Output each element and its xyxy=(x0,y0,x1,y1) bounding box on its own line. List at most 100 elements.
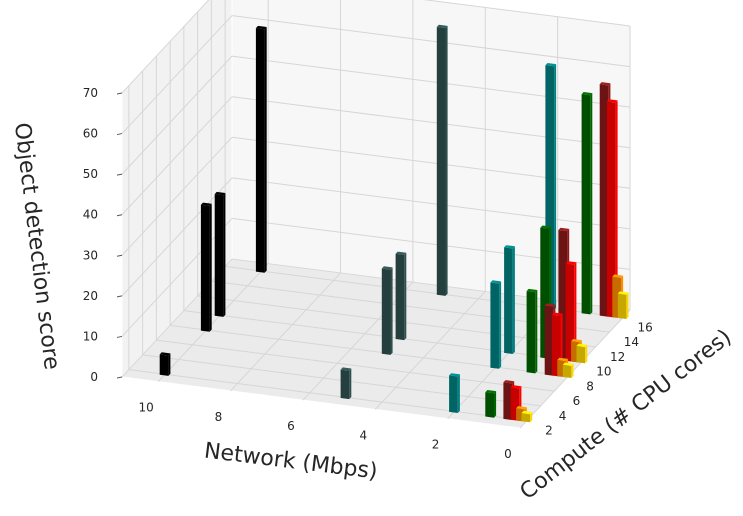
bar-front xyxy=(599,84,609,317)
bar-top xyxy=(606,99,618,103)
bar xyxy=(381,266,393,355)
bar xyxy=(576,343,588,364)
y-tick-label: 6 xyxy=(573,394,581,408)
z-grid-line xyxy=(121,0,210,94)
z-grid-line xyxy=(231,136,631,189)
bar xyxy=(159,352,171,376)
bar-top xyxy=(214,191,226,196)
bar-front xyxy=(581,94,591,315)
z-tick-label: 50 xyxy=(83,167,98,181)
bar-top xyxy=(436,24,448,29)
grid-lines xyxy=(121,0,631,429)
bar-top xyxy=(395,251,407,255)
z-grid-line xyxy=(423,0,631,27)
bar-front xyxy=(436,27,446,296)
z-tick-label: 20 xyxy=(83,289,98,303)
bar-side xyxy=(404,252,407,341)
z-tick-mark xyxy=(116,214,123,217)
bar xyxy=(504,245,515,354)
bar xyxy=(581,92,593,315)
bar-front xyxy=(340,369,350,400)
bar-top xyxy=(599,82,611,86)
bar-top xyxy=(545,63,557,67)
bar-front xyxy=(576,345,586,364)
z-grid-line xyxy=(121,55,233,175)
bar-side xyxy=(390,267,393,355)
bar-front xyxy=(526,291,536,374)
bar-top xyxy=(617,291,629,295)
bar-top xyxy=(159,352,171,356)
z-grid-line xyxy=(231,15,631,68)
bar-side xyxy=(530,412,533,423)
bar xyxy=(214,191,226,317)
x-tick-label: 2 xyxy=(432,438,440,452)
z-grid-line xyxy=(121,15,233,134)
z-grid-line xyxy=(231,177,631,230)
z-grid-line xyxy=(231,55,631,108)
z-tick-mark xyxy=(116,173,123,176)
bar xyxy=(485,390,497,418)
y-tick-label: 16 xyxy=(637,320,652,334)
y-tick-label: 4 xyxy=(559,409,567,423)
bar-top xyxy=(551,312,563,316)
x-grid-line xyxy=(519,309,631,429)
bar-side xyxy=(494,391,497,418)
bar-top xyxy=(581,92,593,96)
bar-front xyxy=(544,305,554,376)
bar-top xyxy=(485,390,497,394)
bar-front xyxy=(606,101,616,318)
bar-top xyxy=(255,25,267,30)
bar xyxy=(200,202,212,332)
bar-side xyxy=(535,290,538,374)
bar-front xyxy=(485,392,494,418)
bar-top xyxy=(516,406,527,410)
bar-front xyxy=(449,375,458,413)
bar-front xyxy=(395,253,405,341)
bar xyxy=(565,261,577,362)
z-tick-label: 10 xyxy=(83,329,98,343)
z-tick-label: 0 xyxy=(90,370,98,384)
y-grid-line xyxy=(225,265,624,318)
network-axis-label: Network (Mbps) xyxy=(203,439,379,485)
bar xyxy=(521,410,533,423)
bar-front xyxy=(200,204,210,332)
bar-top xyxy=(504,245,515,249)
bar-front xyxy=(381,268,391,355)
bar-side xyxy=(512,246,515,354)
bar-front xyxy=(490,282,500,369)
bar-top xyxy=(521,410,533,415)
bar xyxy=(562,362,574,378)
x-tick-label: 8 xyxy=(215,410,223,424)
y-tick-label: 12 xyxy=(610,350,625,364)
score-axis-label: Object detection score xyxy=(9,121,64,371)
bar xyxy=(526,288,538,374)
z-tick-mark xyxy=(116,295,123,298)
bar-top xyxy=(540,225,552,229)
axis-panes xyxy=(120,0,632,429)
bar-top xyxy=(200,202,212,206)
bar-front xyxy=(504,247,513,354)
z-grid-line xyxy=(121,218,233,337)
bar-top xyxy=(510,385,522,389)
bar-side xyxy=(626,292,629,319)
x-tick-label: 4 xyxy=(359,429,367,443)
z-tick-label: 40 xyxy=(83,208,98,222)
z-tick-label: 70 xyxy=(83,86,98,100)
bar-side xyxy=(264,27,267,273)
x-grid-line xyxy=(302,281,414,401)
y-grid-line xyxy=(170,324,569,377)
bar-front xyxy=(159,354,169,376)
x-grid-line xyxy=(447,300,559,420)
bar-front xyxy=(562,364,572,378)
y-tick-label: 2 xyxy=(545,424,553,438)
bar-side xyxy=(223,193,226,317)
y-tick-label: 10 xyxy=(596,365,611,379)
z-tick-mark xyxy=(116,133,123,136)
z-grid-line xyxy=(121,136,233,256)
bar-side xyxy=(457,374,460,413)
bar xyxy=(490,280,502,369)
x-grid-line xyxy=(374,291,486,410)
bar-top xyxy=(576,343,588,348)
bar-side xyxy=(554,64,557,310)
bar-side xyxy=(349,368,352,400)
